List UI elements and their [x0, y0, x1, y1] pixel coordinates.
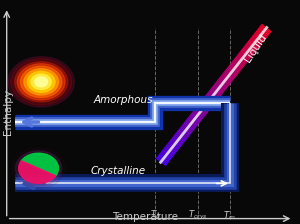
Circle shape: [24, 69, 58, 95]
Circle shape: [20, 66, 62, 97]
Text: Temperature: Temperature: [112, 212, 178, 222]
Circle shape: [27, 71, 55, 92]
Circle shape: [11, 59, 72, 105]
Text: $T_g$: $T_g$: [150, 209, 161, 222]
Text: Crystalline: Crystalline: [91, 166, 146, 176]
Wedge shape: [21, 153, 58, 176]
Circle shape: [17, 64, 65, 100]
Circle shape: [31, 74, 51, 89]
Wedge shape: [19, 161, 56, 183]
Circle shape: [16, 151, 62, 186]
Text: Enthalpy: Enthalpy: [3, 89, 13, 135]
Text: Liquid: Liquid: [243, 32, 269, 64]
Text: Amorphous: Amorphous: [94, 95, 153, 105]
Circle shape: [35, 77, 48, 87]
Circle shape: [8, 57, 74, 107]
Circle shape: [15, 62, 68, 102]
Text: $T_m$: $T_m$: [223, 209, 236, 222]
Circle shape: [12, 148, 65, 188]
Text: $T_{crys}$: $T_{crys}$: [188, 209, 208, 222]
